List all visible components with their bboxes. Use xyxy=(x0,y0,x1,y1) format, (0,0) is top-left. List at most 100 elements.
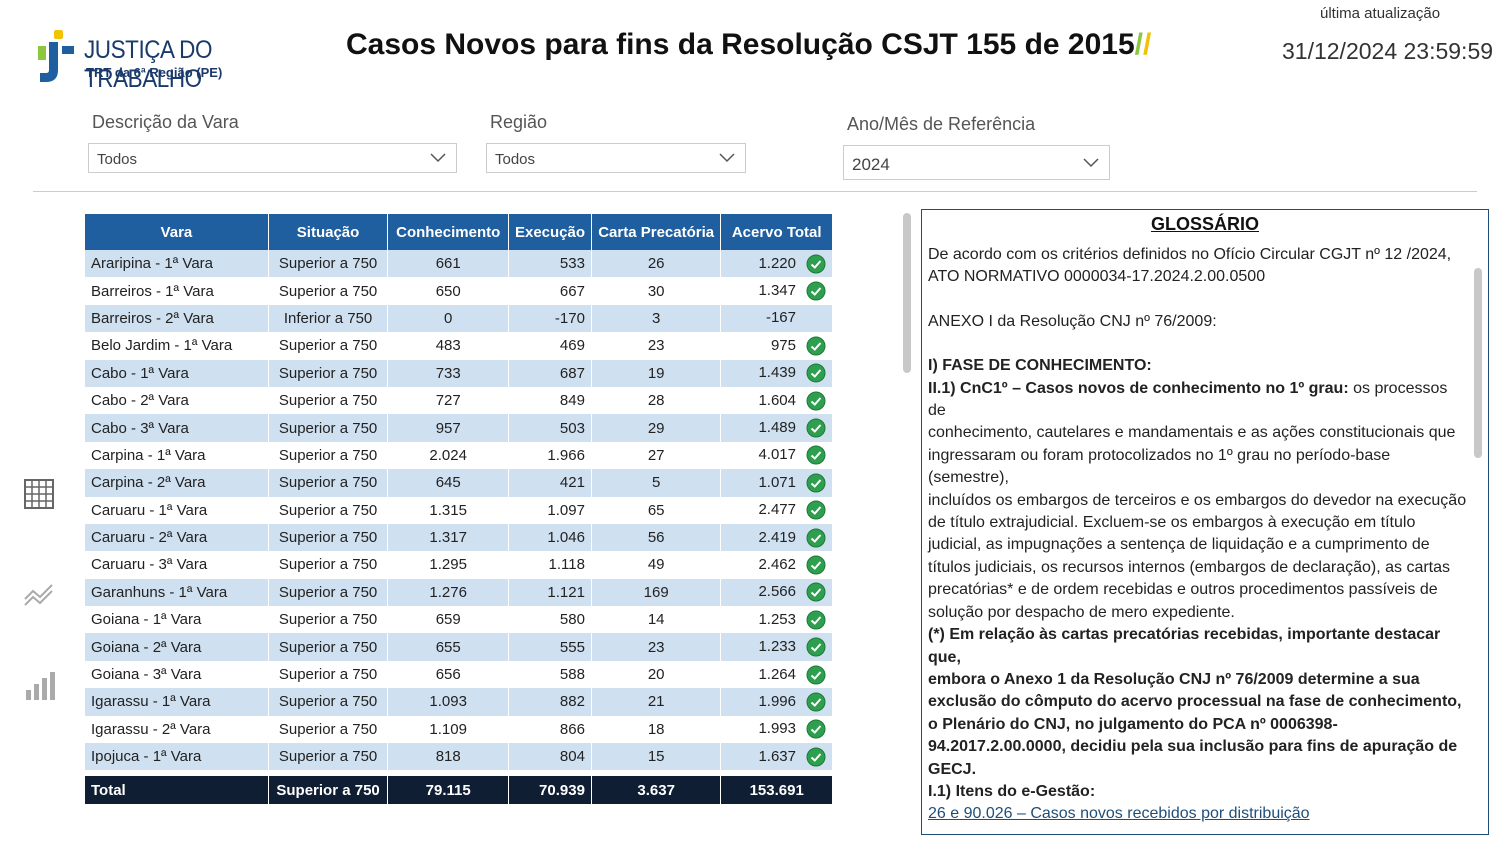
cell-acervo-total: 1.637 xyxy=(720,743,833,771)
col-header-carta-precatoria[interactable]: Carta Precatória xyxy=(591,214,722,250)
cell-vara: Carpina - 2ª Vara xyxy=(85,469,269,497)
cell-vara: Cabo - 1ª Vara xyxy=(85,359,269,387)
cell-conhecimento: 655 xyxy=(387,633,510,661)
acervo-value: 4.017 xyxy=(758,446,796,464)
acervo-value: 975 xyxy=(770,336,796,354)
total-label: Total xyxy=(85,776,269,805)
cell-acervo-total: 1.264 xyxy=(720,660,833,689)
cell-situacao: Superior a 750 xyxy=(268,606,389,634)
cell-conhecimento: 1.295 xyxy=(387,551,510,579)
cell-acervo-total: 2.477 xyxy=(720,496,833,524)
cell-vara: Caruaru - 1ª Vara xyxy=(85,496,269,524)
glossary-link[interactable]: 26 e 90.026 – Casos novos recebidos por … xyxy=(928,805,1310,823)
cell-acervo-total: 1.071 xyxy=(720,469,833,497)
line-chart-icon[interactable] xyxy=(22,577,56,611)
cell-acervo-total: 1.996 xyxy=(720,688,833,716)
table-row[interactable]: Caruaru - 3ª Vara Superior a 750 1.295 1.11… xyxy=(85,551,833,579)
cell-carta-precatoria: 20 xyxy=(591,660,722,689)
glossary-paragraph: ANEXO I da Resolução CNJ nº 76/2009: xyxy=(928,312,1217,330)
cell-conhecimento: 1.276 xyxy=(387,578,510,607)
col-header-situacao[interactable]: Situação xyxy=(268,214,389,250)
table-row[interactable]: Carpina - 1ª Vara Superior a 750 2.024 1.96… xyxy=(85,441,833,470)
cell-vara: Araripina - 1ª Vara xyxy=(85,250,269,278)
table-row[interactable]: Goiana - 1ª Vara Superior a 750 659 580 14 1.… xyxy=(85,606,833,634)
cell-execucao: 555 xyxy=(508,633,592,661)
col-header-acervo-total[interactable]: Acervo Total xyxy=(720,214,833,250)
filter-vara-dropdown[interactable]: Todos xyxy=(88,143,457,173)
cell-execucao: 580 xyxy=(508,606,592,634)
check-circle-icon xyxy=(806,254,826,274)
cell-vara: Belo Jardim - 1ª Vara xyxy=(85,332,269,360)
page-title: Casos Novos para fins da Resolução CSJT … xyxy=(346,28,1151,62)
cell-situacao: Inferior a 750 xyxy=(268,304,389,333)
table-row[interactable]: Araripina - 1ª Vara Superior a 750 661 533 2… xyxy=(85,250,833,278)
table-row[interactable]: Goiana - 3ª Vara Superior a 750 656 588 20 1.… xyxy=(85,660,833,689)
table-scrollbar[interactable] xyxy=(903,213,911,373)
table-row[interactable]: Cabo - 1ª Vara Superior a 750 733 687 19 1.43… xyxy=(85,359,833,387)
cell-acervo-total: -167 xyxy=(720,304,833,333)
table-row[interactable]: Belo Jardim - 1ª Vara Superior a 750 483 46… xyxy=(85,332,833,360)
cell-conhecimento: 661 xyxy=(387,250,510,278)
glossary-paragraph: II.1) CnC1º – Casos novos de conheciment… xyxy=(928,378,1468,423)
total-acervo: 153.691 xyxy=(720,776,833,805)
cell-acervo-total: 975 xyxy=(720,332,833,360)
table-row[interactable]: Cabo - 3ª Vara Superior a 750 957 503 29 1.48… xyxy=(85,414,833,442)
cell-situacao: Superior a 750 xyxy=(268,496,389,524)
bar-chart-icon[interactable] xyxy=(22,668,56,702)
table-row[interactable]: Carpina - 2ª Vara Superior a 750 645 421 5 1.… xyxy=(85,469,833,497)
glossary-title: GLOSSÁRIO xyxy=(1150,214,1259,234)
table-grid-icon[interactable] xyxy=(22,477,56,511)
table-row[interactable]: Ipojuca - 1ª Vara Superior a 750 818 804 15 1… xyxy=(85,743,833,771)
cell-carta-precatoria: 56 xyxy=(591,523,722,552)
table-row[interactable]: Goiana - 2ª Vara Superior a 750 655 555 23 1.… xyxy=(85,633,833,661)
cell-vara: Igarassu - 1ª Vara xyxy=(85,688,269,716)
col-header-vara[interactable]: Vara xyxy=(85,214,269,250)
table-row[interactable]: Caruaru - 2ª Vara Superior a 750 1.317 1.04… xyxy=(85,523,833,552)
table-row[interactable]: Caruaru - 1ª Vara Superior a 750 1.315 1.09… xyxy=(85,496,833,524)
cell-situacao: Superior a 750 xyxy=(268,469,389,497)
cell-conhecimento: 0 xyxy=(387,304,510,333)
check-circle-icon xyxy=(806,665,826,685)
cell-vara: Caruaru - 3ª Vara xyxy=(85,551,269,579)
filter-ano-mes-dropdown[interactable]: 2024 xyxy=(843,145,1110,180)
cell-conhecimento: 957 xyxy=(387,414,510,442)
acervo-value: 1.993 xyxy=(758,720,796,738)
cell-situacao: Superior a 750 xyxy=(268,523,389,552)
acervo-value: 2.462 xyxy=(758,555,796,573)
cell-carta-precatoria: 19 xyxy=(591,359,722,387)
check-circle-icon xyxy=(806,473,826,493)
table-row[interactable]: Cabo - 2ª Vara Superior a 750 727 849 28 1.60… xyxy=(85,386,833,415)
cell-situacao: Superior a 750 xyxy=(268,250,389,278)
table-total-row: Total Superior a 750 79.115 70.939 3.637 153.… xyxy=(85,776,833,805)
filter-vara-value: Todos xyxy=(97,151,138,168)
cell-carta-precatoria: 18 xyxy=(591,715,722,744)
acervo-value: 1.264 xyxy=(758,665,796,683)
table-row[interactable]: Garanhuns - 1ª Vara Superior a 750 1.276 1.… xyxy=(85,578,833,607)
total-situacao: Superior a 750 xyxy=(268,776,389,805)
glossary-heading: I.1) Itens do e-Gestão: xyxy=(928,782,1096,800)
cell-conhecimento: 1.317 xyxy=(387,523,510,552)
glossary-scrollbar[interactable] xyxy=(1474,268,1482,458)
cell-vara: Caruaru - 2ª Vara xyxy=(85,523,269,552)
table-row[interactable]: Igarassu - 1ª Vara Superior a 750 1.093 882… xyxy=(85,688,833,716)
chevron-down-icon xyxy=(430,153,446,163)
check-circle-icon xyxy=(806,692,826,712)
cell-conhecimento: 727 xyxy=(387,386,510,415)
cell-acervo-total: 1.439 xyxy=(720,359,833,387)
filter-ano-mes-value: 2024 xyxy=(852,155,890,174)
check-circle-icon xyxy=(806,719,826,739)
cell-vara: Cabo - 3ª Vara xyxy=(85,414,269,442)
cell-carta-precatoria: 27 xyxy=(591,441,722,470)
table-row[interactable]: Barreiros - 2ª Vara Inferior a 750 0 -170 3 -… xyxy=(85,304,833,333)
cell-vara: Goiana - 1ª Vara xyxy=(85,606,269,634)
col-header-execucao[interactable]: Execução xyxy=(508,214,592,250)
col-header-conhecimento[interactable]: Conhecimento xyxy=(387,214,510,250)
glossary-paragraph: De acordo com os critérios definidos no … xyxy=(928,246,1452,286)
table-row[interactable]: Barreiros - 1ª Vara Superior a 750 650 667 3… xyxy=(85,277,833,305)
acervo-value: 2.477 xyxy=(758,501,796,519)
filter-regiao-dropdown[interactable]: Todos xyxy=(486,143,746,173)
title-slash-green: / xyxy=(1134,28,1144,61)
glossary-paragraph: incluídos os embargos de terceiros e os … xyxy=(928,491,1467,621)
cell-situacao: Superior a 750 xyxy=(268,414,389,442)
table-row[interactable]: Igarassu - 2ª Vara Superior a 750 1.109 866… xyxy=(85,715,833,744)
